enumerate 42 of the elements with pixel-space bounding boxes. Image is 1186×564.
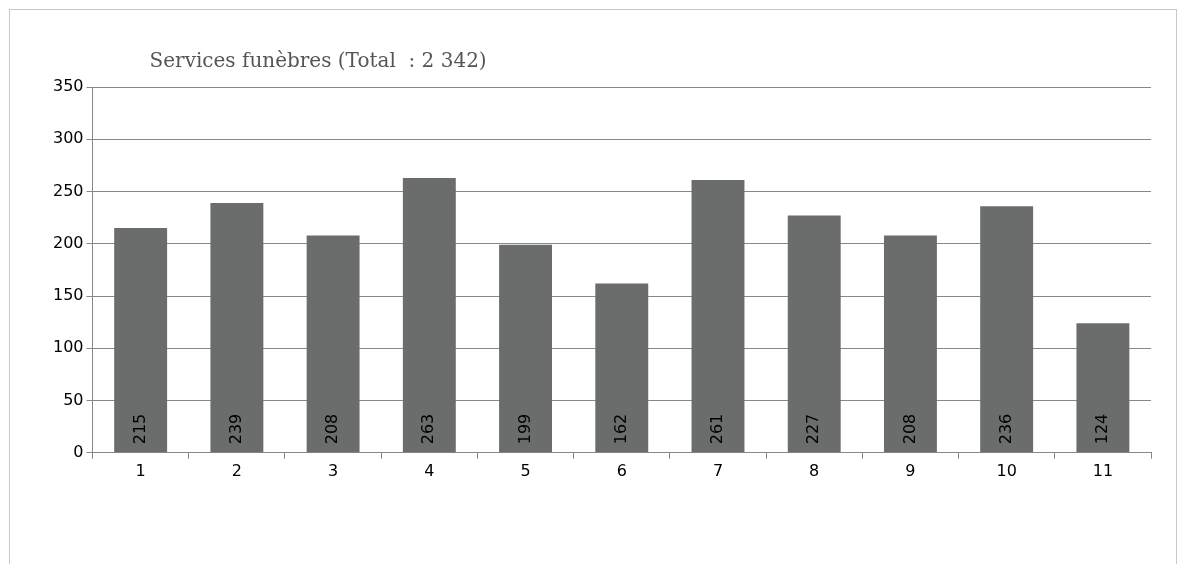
data-label: 162 xyxy=(610,413,630,445)
data-label: 261 xyxy=(707,413,727,445)
x-tick-label: 3 xyxy=(328,460,339,480)
y-tick-label: 50 xyxy=(63,389,84,409)
x-tick-label: 5 xyxy=(520,460,531,480)
y-tick-label: 250 xyxy=(52,180,84,200)
y-tick-label: 0 xyxy=(73,441,84,461)
x-tick-label: 6 xyxy=(616,460,627,480)
x-tick-label: 7 xyxy=(712,460,724,480)
x-tick-label: 9 xyxy=(905,460,916,480)
bar xyxy=(595,283,649,453)
x-tick-label: 10 xyxy=(996,460,1017,480)
bar xyxy=(787,215,841,453)
y-tick-label: 350 xyxy=(52,76,84,96)
x-tick-label: 1 xyxy=(135,460,146,480)
bar xyxy=(980,206,1034,453)
y-tick-label: 100 xyxy=(52,337,84,357)
y-tick-label: 150 xyxy=(52,285,84,305)
x-tick-label: 11 xyxy=(1092,460,1114,480)
bar xyxy=(210,203,264,453)
data-label: 208 xyxy=(899,413,919,445)
y-tick-label: 200 xyxy=(52,232,84,252)
bar xyxy=(883,235,937,453)
bar xyxy=(402,177,456,453)
x-tick-label: 2 xyxy=(231,460,242,480)
data-label: 124 xyxy=(1092,413,1112,445)
data-label: 208 xyxy=(322,413,342,445)
data-label: 236 xyxy=(995,413,1015,445)
x-tick-label: 4 xyxy=(424,460,435,480)
bar xyxy=(691,180,745,453)
bar xyxy=(114,228,168,453)
data-label: 227 xyxy=(803,413,823,445)
y-tick-label: 300 xyxy=(52,128,84,148)
x-tick-label: 8 xyxy=(809,460,820,480)
data-label: 239 xyxy=(226,413,246,445)
chart-title: Services funèbres (Total : 2 342) xyxy=(149,48,487,73)
data-label: 199 xyxy=(514,413,534,445)
data-label: 263 xyxy=(418,413,438,445)
bar xyxy=(1076,323,1130,453)
data-label: 215 xyxy=(129,413,149,445)
bar xyxy=(306,235,360,453)
bar xyxy=(499,244,553,453)
